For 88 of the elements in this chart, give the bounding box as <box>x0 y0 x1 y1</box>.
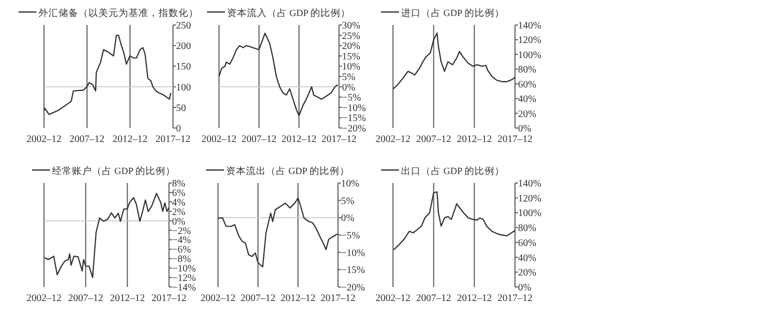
legend-label: 经常账户（占 GDP 的比例） <box>52 165 176 177</box>
legend-label: 资本流出（占 GDP 的比例） <box>226 165 350 177</box>
x-tick-label: 2002–12 <box>376 134 410 145</box>
y-tick-label: 250 <box>176 20 191 32</box>
x-tick-label: 2002–12 <box>26 293 62 304</box>
y-tick-label: 8% <box>172 178 186 190</box>
y-tick-label: 100 <box>176 82 191 94</box>
y-tick-label: 60% <box>518 79 536 90</box>
y-tick-label: 80% <box>518 64 536 76</box>
x-tick-label: 2012–12 <box>280 293 316 304</box>
legend-label: 进口（占 GDP 的比例） <box>401 7 504 19</box>
x-tick-label: 2012–12 <box>456 293 492 304</box>
y-tick-label: −6% <box>172 244 191 256</box>
x-tick-label: 2007–12 <box>242 134 276 145</box>
x-tick-label: 2017–12 <box>152 293 186 304</box>
y-tick-label: 50 <box>176 102 186 114</box>
y-tick-label: 40% <box>518 252 536 264</box>
y-tick-label: −4% <box>172 235 191 246</box>
x-tick-label: 2007–12 <box>68 293 104 304</box>
x-tick-label: 2002–12 <box>26 134 62 145</box>
y-tick-label: 10% <box>341 178 360 190</box>
y-tick-label: 30% <box>342 20 360 32</box>
x-tick-label: 2017–12 <box>498 134 532 145</box>
legend-label: 外汇储备（以美元为基准，指数化） <box>38 7 198 19</box>
y-tick-label: −12% <box>172 273 196 284</box>
y-tick-label: −15% <box>341 265 365 276</box>
y-tick-label: 25% <box>342 30 360 42</box>
y-tick-label: 0% <box>172 216 186 228</box>
y-tick-label: −20% <box>341 282 365 294</box>
y-tick-label: 0% <box>518 282 532 294</box>
y-tick-label: 0 <box>176 124 181 134</box>
y-tick-label: −10% <box>172 264 196 275</box>
y-tick-label: 4% <box>172 197 186 208</box>
y-tick-label: −14% <box>172 282 196 294</box>
y-tick-label: 100% <box>518 50 542 61</box>
y-tick-label: 120% <box>518 35 542 46</box>
x-tick-label: 2007–12 <box>416 134 452 145</box>
x-tick-label: 2017–12 <box>320 293 356 304</box>
y-tick-label: 40% <box>518 94 536 106</box>
x-tick-label: 2012–12 <box>456 134 492 145</box>
y-tick-label: 20% <box>342 41 360 52</box>
y-tick-label: 6% <box>172 188 186 199</box>
y-tick-label: 0% <box>341 213 354 224</box>
x-tick-label: 2012–12 <box>110 293 145 304</box>
y-tick-label: 0% <box>342 82 356 94</box>
y-tick-label: 0% <box>518 124 532 134</box>
y-tick-label: 120% <box>518 193 542 204</box>
legend-label: 出口（占 GDP 的比例） <box>401 165 504 177</box>
line-series <box>44 192 170 278</box>
x-tick-label: 2002–12 <box>202 134 236 145</box>
x-tick-label: 2002–12 <box>376 293 410 304</box>
y-tick-label: −10% <box>342 102 366 114</box>
y-tick-label: 200 <box>176 41 191 52</box>
y-tick-label: 20% <box>518 268 536 279</box>
line-series <box>217 197 338 268</box>
x-tick-label: 2017–12 <box>156 134 190 145</box>
line-series <box>393 191 516 250</box>
x-tick-label: 2012–12 <box>282 134 316 145</box>
y-tick-label: 140% <box>518 178 542 190</box>
y-tick-label: 5% <box>342 72 356 83</box>
y-tick-label: −2% <box>172 226 191 237</box>
line-series <box>392 32 516 90</box>
y-tick-label: 10% <box>342 62 360 73</box>
y-tick-label: 2% <box>172 206 186 218</box>
y-tick-label: −8% <box>172 254 191 266</box>
y-tick-label: 60% <box>518 238 536 249</box>
y-tick-label: 140% <box>518 20 542 32</box>
x-tick-label: 2007–12 <box>416 293 452 304</box>
x-tick-label: 2002–12 <box>200 293 236 304</box>
x-tick-label: 2017–12 <box>498 293 532 304</box>
y-tick-label: 5% <box>341 196 354 207</box>
y-tick-label: 80% <box>518 223 536 234</box>
line-series <box>43 34 172 115</box>
x-tick-label: 2007–12 <box>240 293 276 304</box>
y-tick-label: 100% <box>518 208 542 220</box>
line-series <box>218 32 338 116</box>
y-tick-label: −10% <box>341 248 365 259</box>
x-tick-label: 2012–12 <box>112 134 148 145</box>
y-tick-label: 20% <box>518 108 536 120</box>
legend-label: 资本流入（占 GDP 的比例） <box>227 7 350 19</box>
y-tick-label: −5% <box>342 92 361 104</box>
x-tick-label: 2007–12 <box>70 134 104 145</box>
y-tick-label: −20% <box>342 124 366 134</box>
y-tick-label: 150 <box>176 62 191 73</box>
y-tick-label: −5% <box>341 230 360 242</box>
y-tick-label: −15% <box>342 113 366 124</box>
y-tick-label: 15% <box>342 51 360 62</box>
x-tick-label: 2017–12 <box>322 134 356 145</box>
